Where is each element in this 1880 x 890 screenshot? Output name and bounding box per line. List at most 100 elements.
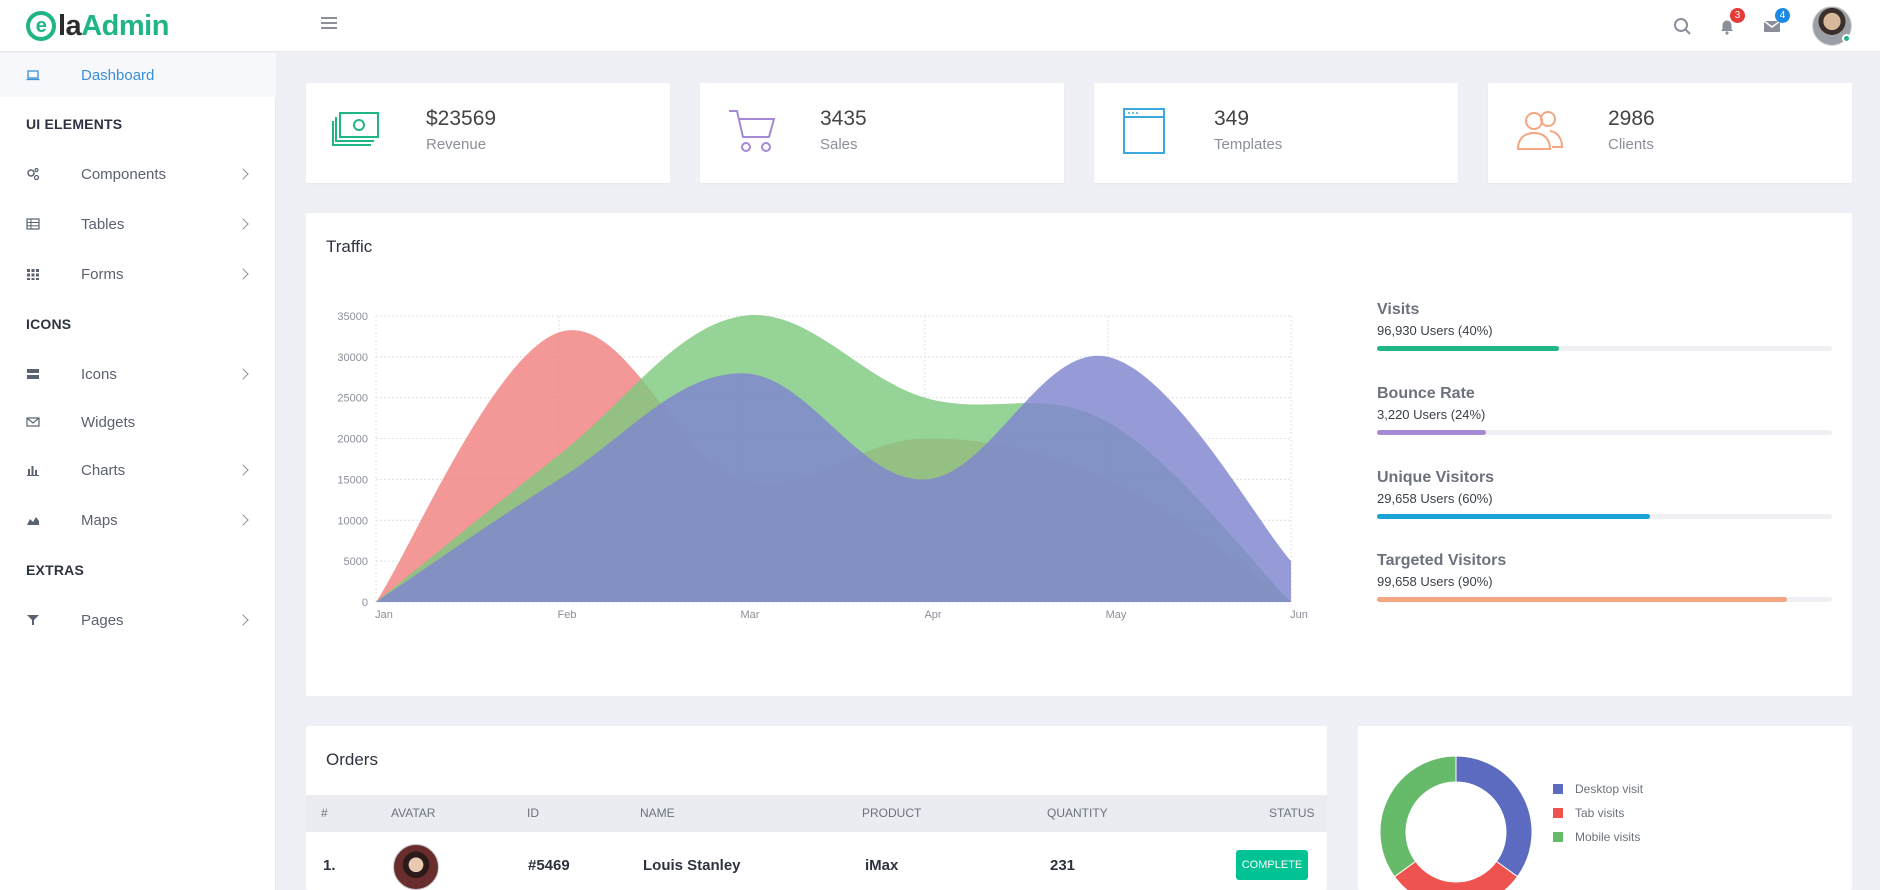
menu-toggle-icon[interactable] [321,17,337,33]
progress-users: 99,658 Users (90%) [1377,574,1493,589]
progress-bounce-rate: Bounce Rate 3,220 Users (24%) [1377,385,1832,435]
row-number: 1. [323,857,336,874]
visits-donut-panel [1358,726,1852,890]
stat-value: $23569 [426,107,497,130]
legend-swatch [1553,832,1563,842]
sidebar-item-tables[interactable]: Tables [0,202,276,246]
progress-fill [1377,514,1650,519]
x-tick-label: Jan [375,609,393,621]
customer-avatar [393,844,439,890]
progress-title: Bounce Rate [1377,385,1475,402]
sidebar-item-components[interactable]: Components [0,152,276,196]
legend-label: Mobile visits [1575,830,1641,844]
progress-bar [1377,430,1832,435]
donut-slice-0 [1455,755,1533,878]
stat-label: Revenue [426,136,487,153]
sidebar-item-charts[interactable]: Charts [0,448,276,492]
sidebar-item-label: Tables [81,215,125,233]
section-ui-elements: UI ELEMENTS [26,116,123,132]
progress-bar [1377,346,1832,351]
sidebar-item-label: Pages [81,611,124,629]
donut-slice-1 [1393,860,1519,890]
column-header: # [321,806,328,820]
stat-card-revenue: $23569 Revenue [306,83,670,183]
legend-item-mobile: Mobile visits [1553,830,1640,844]
progress-users: 29,658 Users (60%) [1377,491,1493,506]
bar-chart-icon [27,466,39,476]
chevron-right-icon [237,614,249,626]
x-tick-label: Jun [1290,609,1308,621]
sidebar-item-label: Charts [81,461,126,479]
sidebar-item-label: Dashboard [81,66,155,84]
sidebar-item-pages[interactable]: Pages [0,598,276,642]
legend-item-desktop: Desktop visit [1553,782,1643,796]
visits-donut-chart [1380,755,1533,890]
server-icon [27,369,39,379]
progress-targeted-visitors: Targeted Visitors 99,658 Users (90%) [1377,552,1832,602]
progress-title: Visits [1377,301,1420,318]
notifications-badge: 3 [1730,8,1745,23]
gears-icon [27,167,40,181]
column-header: AVATAR [391,806,436,820]
stat-card-sales: 3435 Sales [700,83,1064,183]
users-icon [1516,111,1564,150]
sidebar-item-label: Widgets [81,413,136,431]
quantity: 231 [1050,857,1076,874]
sidebar-item-maps[interactable]: Maps [0,498,276,542]
messages-envelope-icon[interactable]: 4 [1760,8,1790,38]
logo-text-ela: la [58,9,82,42]
y-tick-label: 25000 [337,393,368,405]
x-tick-label: Mar [741,609,760,621]
sidebar: Dashboard UI ELEMENTS Components Tables … [0,53,276,890]
y-tick-label: 30000 [337,352,368,364]
messages-badge: 4 [1775,8,1790,23]
chevron-right-icon [237,514,249,526]
column-header: QUANTITY [1047,806,1108,820]
y-tick-label: 5000 [344,556,368,568]
sidebar-item-widgets[interactable]: Widgets [0,400,276,444]
progress-fill [1377,346,1559,351]
money-icon [332,112,379,146]
orders-panel: Orders # AVATAR ID NAME PRODUCT QUANTITY… [306,726,1327,890]
customer-name: Louis Stanley [643,857,741,874]
stat-value: 2986 [1608,107,1655,130]
online-status-dot [1842,34,1851,43]
sidebar-item-dashboard[interactable]: Dashboard [0,53,276,97]
column-header: PRODUCT [862,806,922,820]
orders-table-header: # AVATAR ID NAME PRODUCT QUANTITY STATUS [306,795,1327,832]
stat-label: Templates [1214,136,1283,153]
cart-icon [729,110,776,152]
product-name: iMax [865,857,899,874]
stat-card-templates: 349 Templates [1094,83,1458,183]
chevron-right-icon [237,368,249,380]
legend-item-tab: Tab visits [1553,806,1624,820]
status-badge[interactable]: COMPLETE [1236,850,1308,880]
column-header: ID [527,806,539,820]
legend-label: Desktop visit [1575,782,1644,796]
y-tick-label: 15000 [337,474,368,486]
logo-text-admin: Admin [81,9,169,42]
search-icon[interactable] [1670,14,1694,38]
sidebar-item-label: Icons [81,365,117,383]
envelope-icon [26,417,40,427]
progress-fill [1377,430,1487,435]
notifications-bell-icon[interactable]: 3 [1715,8,1745,38]
donut-slice-2 [1380,755,1457,878]
progress-users: 3,220 Users (24%) [1377,407,1486,422]
area-chart-icon [27,517,39,525]
sidebar-item-forms[interactable]: Forms [0,252,276,296]
sidebar-item-icons[interactable]: Icons [0,352,276,396]
column-header: STATUS [1269,806,1315,820]
chevron-right-icon [237,268,249,280]
orders-title: Orders [326,750,378,769]
app-logo[interactable]: e la Admin [26,9,169,43]
y-tick-label: 0 [362,597,368,609]
sidebar-item-label: Maps [81,511,118,529]
legend-swatch [1553,784,1563,794]
y-tick-label: 35000 [337,311,368,323]
section-extras: EXTRAS [26,562,84,578]
chevron-right-icon [237,464,249,476]
user-avatar[interactable] [1812,6,1852,46]
logo-mark: e [26,11,56,41]
sidebar-item-label: Components [81,165,167,183]
